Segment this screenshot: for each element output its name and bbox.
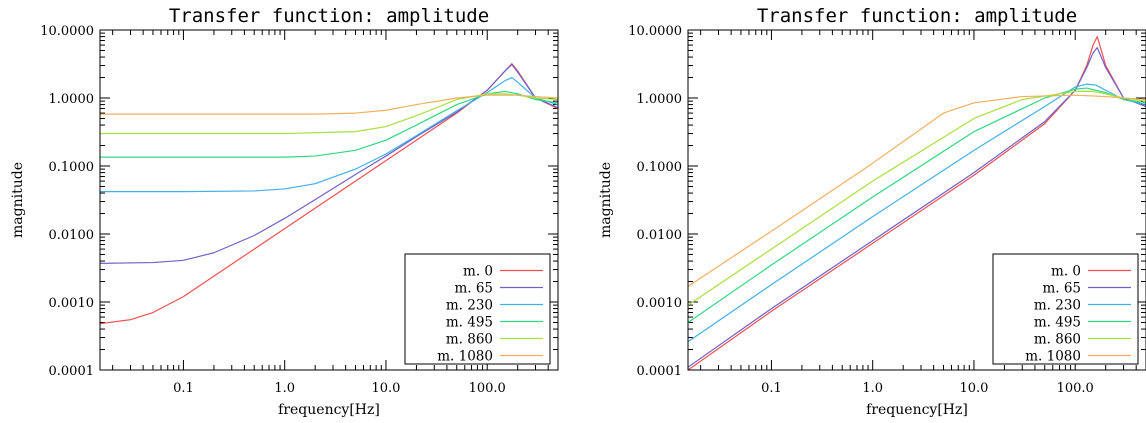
chart-panel-2: Transfer function: amplitude frequency[Hz… <box>598 5 1146 418</box>
series-line-2 <box>688 47 1146 368</box>
series-line-3 <box>100 76 558 193</box>
legend-label: m. 65 <box>454 281 493 297</box>
legend-label: m. 0 <box>1051 264 1081 280</box>
series-line-3 <box>688 83 1146 343</box>
legend-label: m. 495 <box>1034 315 1081 331</box>
y-tick-label: 0.1000 <box>49 160 95 175</box>
chart-title: Transfer function: amplitude <box>757 5 1077 27</box>
x-tick-label: 10.0 <box>371 381 400 396</box>
legend-label: m. 230 <box>1034 298 1081 314</box>
legend-label: m. 1080 <box>1025 349 1081 365</box>
y-tick-label: 10.0000 <box>40 24 94 39</box>
legend-box <box>404 253 551 365</box>
y-tick-label: 0.0001 <box>637 364 683 379</box>
x-tick-label: 10.0 <box>959 381 988 396</box>
x-tick-label: 0.1 <box>173 381 194 396</box>
y-axis-label: magnitude <box>10 162 26 238</box>
y-tick-label: 0.0100 <box>49 228 95 243</box>
y-tick-label: 10.0000 <box>628 24 682 39</box>
legend-label: m. 65 <box>1042 281 1081 297</box>
x-tick-label: 100.0 <box>469 381 506 396</box>
chart-title: Transfer function: amplitude <box>169 5 489 27</box>
legend-box <box>992 253 1139 365</box>
plot-frame <box>99 29 559 371</box>
legend-label: m. 230 <box>446 298 493 314</box>
series-line-4 <box>100 90 558 158</box>
x-axis-label: frequency[Hz] <box>278 402 380 418</box>
y-tick-label: 0.0001 <box>49 364 95 379</box>
y-tick-label: 0.0010 <box>637 296 683 311</box>
x-tick-label: 0.1 <box>761 381 782 396</box>
series-line-6 <box>688 94 1146 287</box>
x-tick-label: 100.0 <box>1057 381 1094 396</box>
legend-label: m. 495 <box>446 315 493 331</box>
y-tick-label: 1.0000 <box>49 92 95 107</box>
x-tick-label: 1.0 <box>274 381 295 396</box>
legend-label: m. 1080 <box>437 349 493 365</box>
x-tick-label: 1.0 <box>862 381 883 396</box>
legend-label: m. 0 <box>463 264 493 280</box>
plot-frame <box>687 29 1146 371</box>
y-axis-label: magnitude <box>598 162 614 238</box>
y-tick-label: 0.0010 <box>49 296 95 311</box>
series-line-1 <box>100 63 558 325</box>
y-tick-label: 0.1000 <box>637 160 683 175</box>
x-axis-label: frequency[Hz] <box>866 402 968 418</box>
y-tick-label: 0.0100 <box>637 228 683 243</box>
chart-panel-1: Transfer function: amplitude frequency[Hz… <box>10 5 559 418</box>
series-line-6 <box>100 94 558 115</box>
legend-label: m. 860 <box>1034 332 1081 348</box>
y-tick-label: 1.0000 <box>637 92 683 107</box>
legend-label: m. 860 <box>446 332 493 348</box>
series-line-2 <box>100 63 558 264</box>
